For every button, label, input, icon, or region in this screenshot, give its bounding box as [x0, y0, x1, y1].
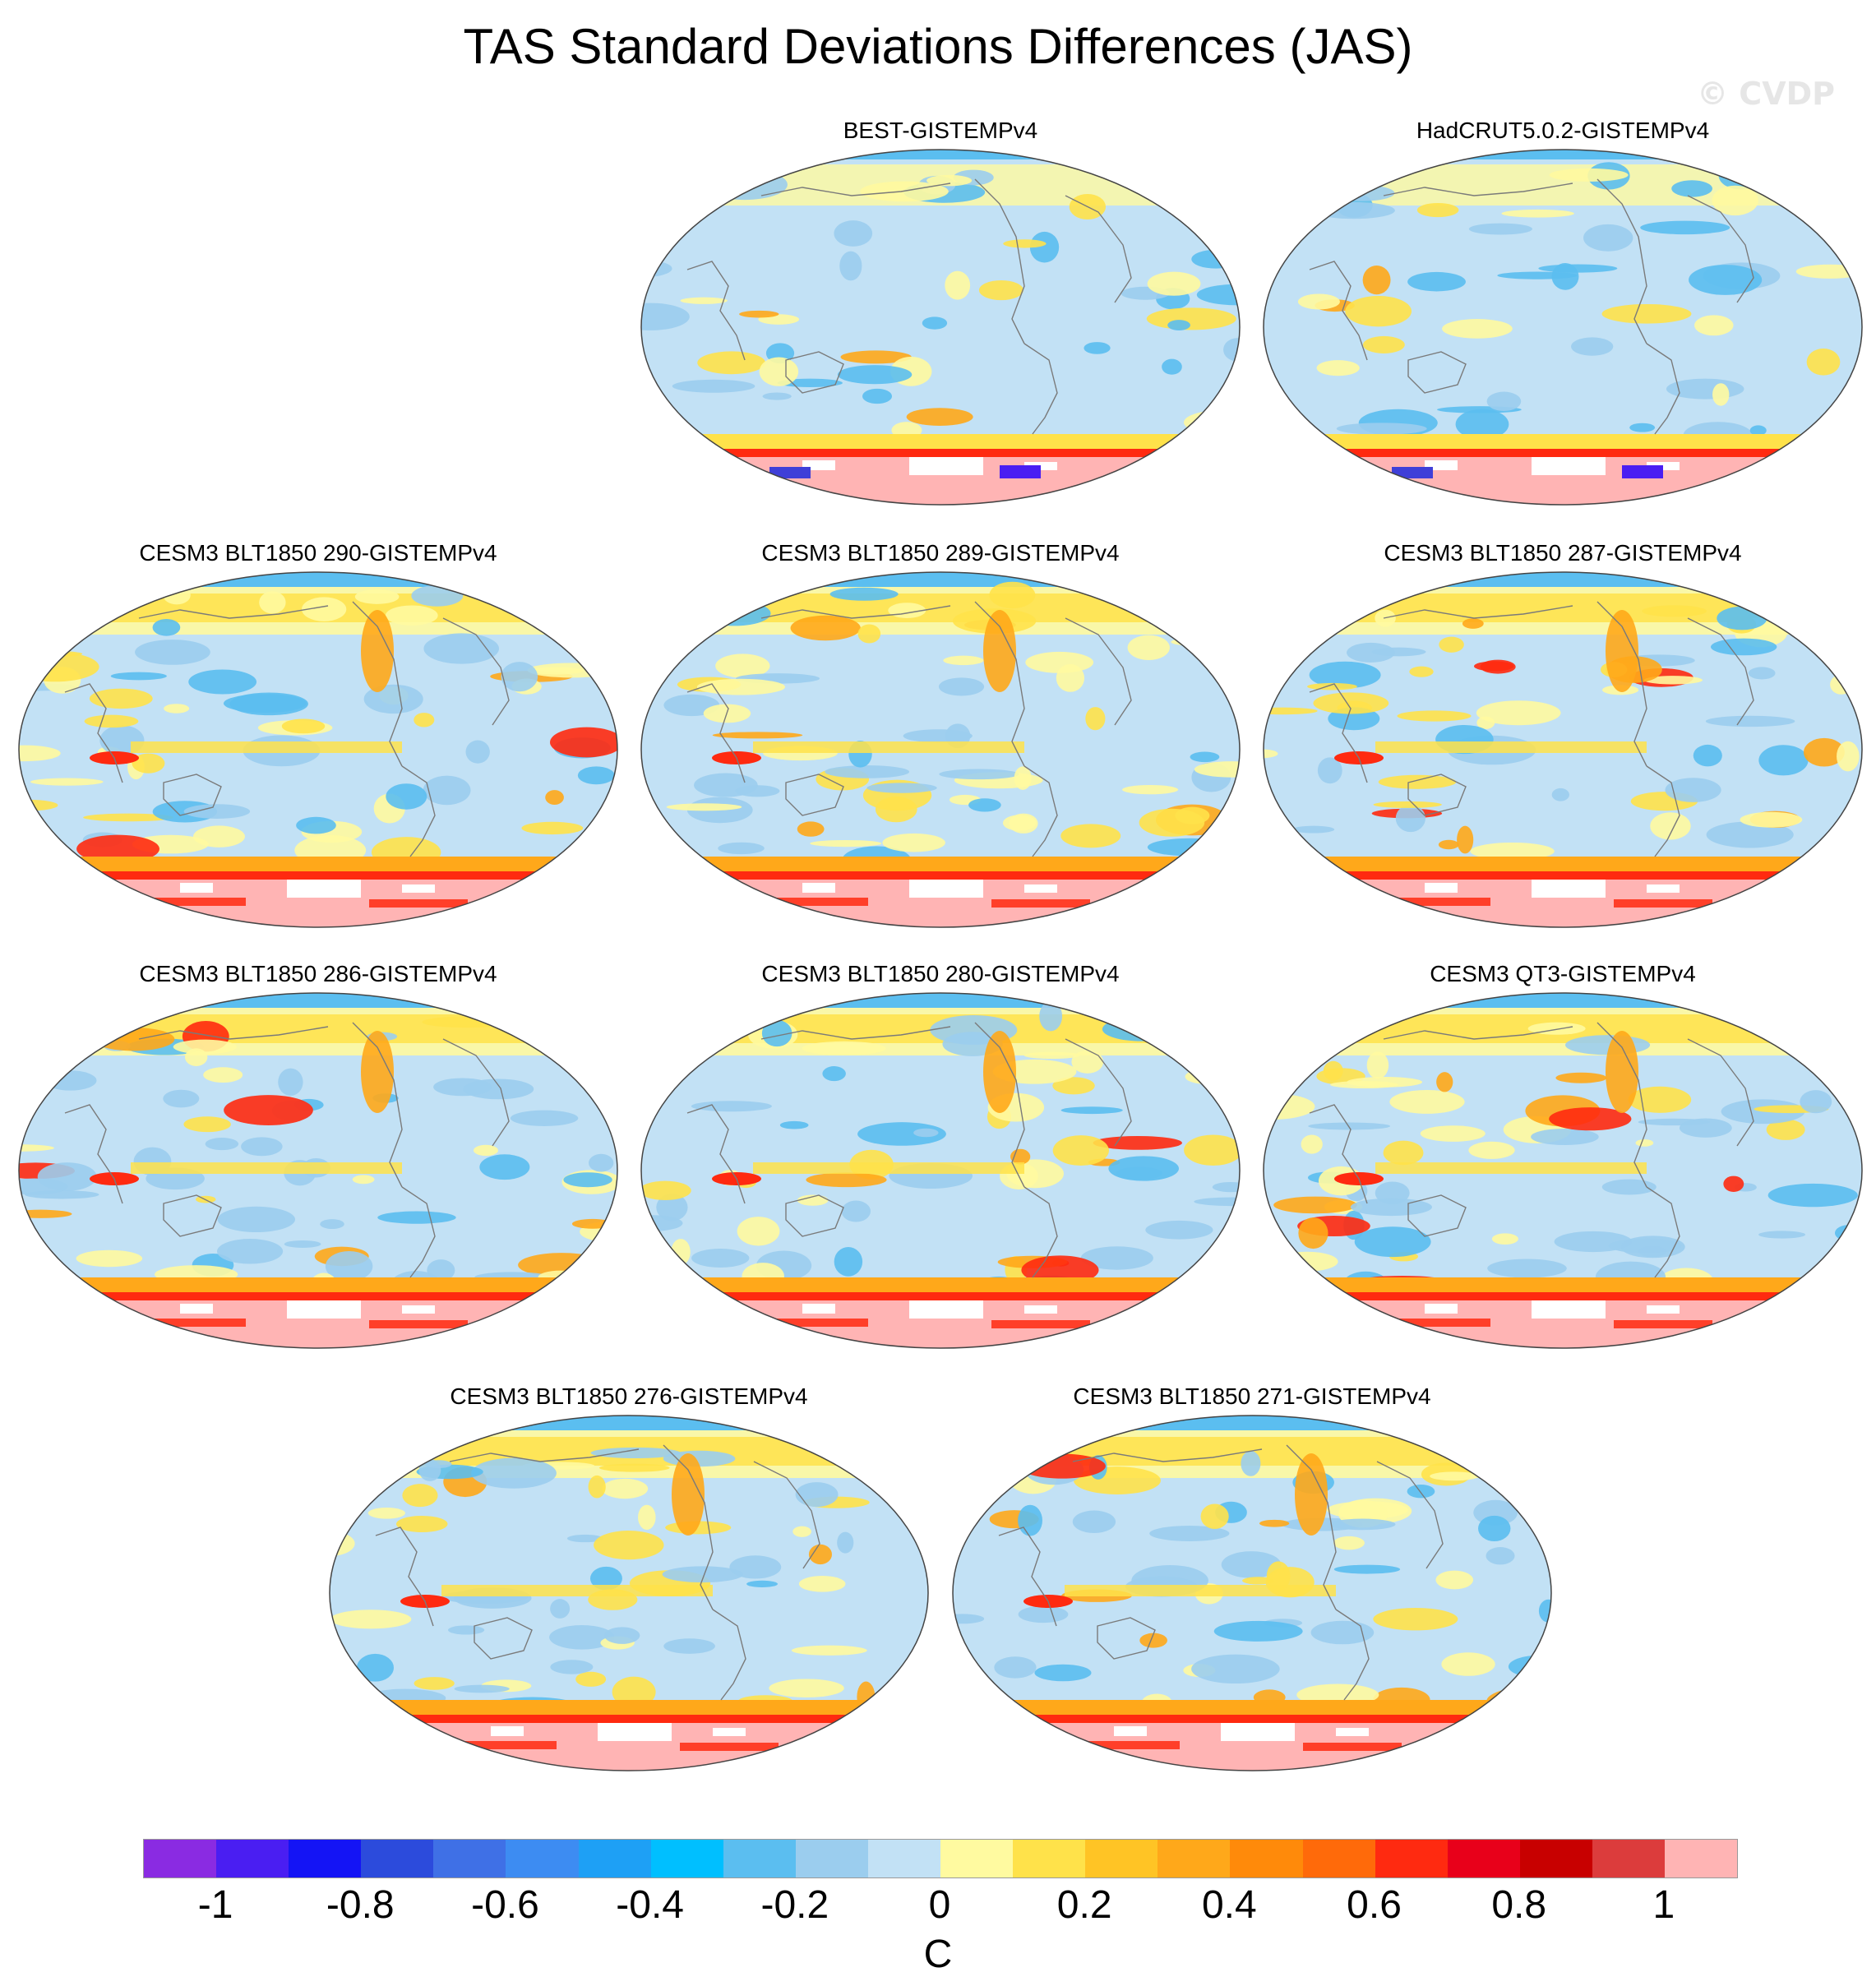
panel-title: CESM3 BLT1850 286-GISTEMPv4: [139, 961, 497, 986]
world-map: [18, 571, 618, 928]
colorbar-tick-label: -0.4: [616, 1883, 684, 1927]
map-panel: CESM3 BLT1850 271-GISTEMPv4: [941, 1383, 1563, 1802]
colorbar-box: [1592, 1840, 1665, 1877]
map-panel: CESM3 BLT1850 276-GISTEMPv4: [318, 1383, 940, 1802]
colorbar-tick-label: -1: [197, 1883, 233, 1927]
colorbar-tick-label: -0.2: [760, 1883, 829, 1927]
map-panel: CESM3 BLT1850 290-GISTEMPv4: [7, 539, 629, 958]
panel-title: CESM3 BLT1850 287-GISTEMPv4: [1384, 540, 1742, 566]
panel-title: CESM3 BLT1850 290-GISTEMPv4: [139, 540, 497, 566]
colorbar-tick-label: 0.8: [1491, 1883, 1547, 1927]
cvdp-watermark: © CVDP: [1697, 76, 1835, 112]
colorbar-tick-label: 1: [1652, 1883, 1675, 1927]
colorbar-tick-label: -0.8: [326, 1883, 395, 1927]
map-panel: CESM3 BLT1850 289-GISTEMPv4: [630, 539, 1251, 958]
colorbar-tick-label: 0: [928, 1883, 951, 1927]
colorbar-box: [1664, 1840, 1738, 1877]
colorbar-box: [144, 1840, 217, 1877]
colorbar-tick-label: 0.2: [1056, 1883, 1112, 1927]
colorbar-box: [867, 1840, 941, 1877]
colorbar-box: [506, 1840, 579, 1877]
panel-title: BEST-GISTEMPv4: [843, 118, 1038, 143]
map-panel: CESM3 BLT1850 287-GISTEMPv4: [1252, 539, 1874, 958]
panel-title: CESM3 BLT1850 289-GISTEMPv4: [761, 540, 1120, 566]
world-map: [640, 571, 1241, 928]
colorbar-box: [1085, 1840, 1158, 1877]
colorbar-box: [1447, 1840, 1520, 1877]
map-panel: CESM3 BLT1850 286-GISTEMPv4: [7, 960, 629, 1379]
figure-title: TAS Standard Deviations Differences (JAS…: [463, 19, 1413, 74]
colorbar-tick-label: 0.6: [1347, 1883, 1402, 1927]
world-map: [640, 149, 1241, 506]
colorbar-box: [650, 1840, 723, 1877]
colorbar: [143, 1839, 1738, 1878]
map-panel: HadCRUT5.0.2-GISTEMPv4: [1252, 117, 1874, 536]
world-map: [952, 1415, 1552, 1771]
colorbar-box: [1519, 1840, 1592, 1877]
colorbar-tick-label: 0.4: [1201, 1883, 1257, 1927]
colorbar-box: [361, 1840, 434, 1877]
world-map: [640, 992, 1241, 1349]
world-map: [18, 992, 618, 1349]
colorbar-box: [940, 1840, 1014, 1877]
colorbar-box: [723, 1840, 796, 1877]
colorbar-box: [1230, 1840, 1303, 1877]
colorbar-box: [289, 1840, 362, 1877]
colorbar-box: [1375, 1840, 1448, 1877]
colorbar-box: [1302, 1840, 1375, 1877]
panel-title: CESM3 BLT1850 271-GISTEMPv4: [1073, 1383, 1431, 1409]
colorbar-box: [433, 1840, 506, 1877]
colorbar-box: [1157, 1840, 1231, 1877]
panel-title: CESM3 BLT1850 280-GISTEMPv4: [761, 961, 1120, 986]
panel-title: CESM3 QT3-GISTEMPv4: [1430, 961, 1696, 986]
world-map: [1263, 149, 1863, 506]
colorbar-box: [795, 1840, 868, 1877]
colorbar-box: [216, 1840, 289, 1877]
world-map: [1263, 571, 1863, 928]
map-panel: BEST-GISTEMPv4: [630, 117, 1251, 536]
colorbar-box: [578, 1840, 651, 1877]
panel-title: CESM3 BLT1850 276-GISTEMPv4: [450, 1383, 808, 1409]
panel-title: HadCRUT5.0.2-GISTEMPv4: [1416, 118, 1710, 143]
map-panel: CESM3 QT3-GISTEMPv4: [1252, 960, 1874, 1379]
world-map: [1263, 992, 1863, 1349]
colorbar-units: C: [923, 1933, 953, 1976]
world-map: [329, 1415, 929, 1771]
colorbar-box: [1013, 1840, 1086, 1877]
map-panel: CESM3 BLT1850 280-GISTEMPv4: [630, 960, 1251, 1379]
colorbar-tick-label: -0.6: [471, 1883, 539, 1927]
